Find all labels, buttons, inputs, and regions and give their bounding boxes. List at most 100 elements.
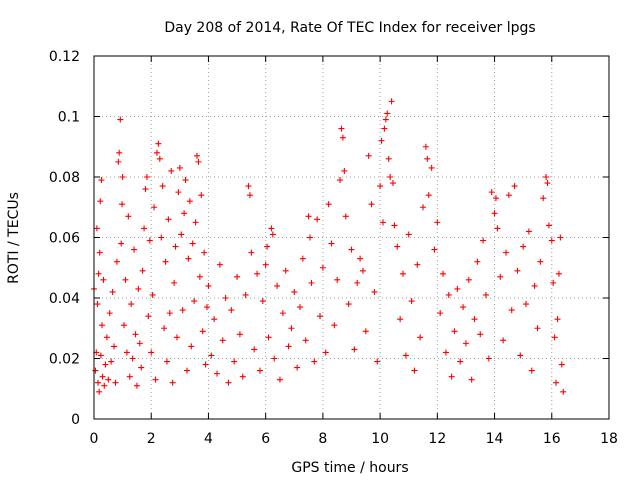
data-point <box>117 116 124 123</box>
data-point <box>378 137 385 144</box>
data-point <box>282 267 289 274</box>
y-tick-label: 0 <box>71 412 80 428</box>
data-point <box>325 201 332 208</box>
data-point <box>500 337 507 344</box>
data-point <box>159 183 166 190</box>
data-point <box>186 198 193 205</box>
data-point <box>105 376 112 383</box>
data-point <box>400 270 406 277</box>
data-point <box>259 298 266 305</box>
data-point <box>457 358 464 365</box>
data-point <box>97 198 104 205</box>
x-axis-label: GPS time / hours <box>291 460 408 476</box>
data-point <box>341 167 348 174</box>
data-point <box>175 189 182 196</box>
data-point <box>132 331 139 338</box>
data-point <box>122 276 129 283</box>
data-point <box>118 240 125 247</box>
x-tick-label: 2 <box>147 431 156 447</box>
data-point <box>337 177 344 184</box>
data-point <box>119 174 126 180</box>
data-point <box>94 301 101 308</box>
data-point <box>100 276 107 283</box>
data-point <box>93 225 100 232</box>
data-point <box>163 358 170 365</box>
data-point <box>442 349 449 356</box>
x-tick-label: 0 <box>90 431 99 447</box>
data-point <box>172 243 179 250</box>
data-point <box>517 352 524 359</box>
data-point <box>477 331 484 338</box>
data-point <box>179 307 186 314</box>
data-point <box>374 358 381 365</box>
x-tick-label: 10 <box>371 431 389 447</box>
data-point <box>194 152 200 159</box>
data-point <box>239 373 246 380</box>
y-axis-label: ROTI / TECUs <box>6 192 22 284</box>
data-point <box>531 282 538 289</box>
data-point <box>359 267 366 274</box>
data-point <box>297 304 303 311</box>
data-point <box>131 246 138 253</box>
data-point <box>116 149 123 156</box>
data-point <box>508 307 515 314</box>
data-point <box>520 243 527 250</box>
data-point <box>523 301 530 308</box>
data-point <box>153 149 160 156</box>
data-point <box>108 358 115 365</box>
data-point <box>291 288 298 295</box>
data-point <box>192 219 199 226</box>
y-tick-label: 0.08 <box>49 170 80 186</box>
data-point <box>317 313 324 320</box>
data-point <box>138 364 145 371</box>
data-point <box>182 177 189 184</box>
data-point <box>505 192 512 199</box>
data-point <box>145 313 152 320</box>
data-point <box>557 234 564 241</box>
data-point <box>202 361 209 368</box>
data-point <box>216 261 223 268</box>
data-point <box>528 367 535 374</box>
data-point <box>152 376 159 383</box>
data-point <box>178 231 185 238</box>
data-point <box>540 195 547 202</box>
data-point <box>334 276 341 283</box>
data-point <box>339 134 346 141</box>
data-point <box>128 301 135 308</box>
data-point <box>95 379 102 386</box>
data-point <box>173 334 180 341</box>
data-point <box>256 367 263 374</box>
data-point <box>384 110 391 117</box>
data-point <box>279 310 286 317</box>
x-tick-label: 8 <box>318 431 327 447</box>
data-point <box>271 355 278 362</box>
data-point <box>480 237 487 244</box>
data-point <box>465 276 472 283</box>
data-point <box>222 295 229 301</box>
data-point <box>319 264 326 271</box>
data-point <box>156 155 163 162</box>
data-point <box>414 261 421 268</box>
data-point <box>119 201 126 208</box>
data-point <box>342 213 349 220</box>
data-point <box>126 373 133 380</box>
data-point <box>308 279 315 286</box>
data-point <box>185 255 192 262</box>
data-point <box>168 167 175 174</box>
data-point <box>425 192 432 199</box>
data-point <box>381 125 388 132</box>
data-point <box>234 273 241 280</box>
data-point <box>146 237 153 244</box>
data-point <box>345 301 352 308</box>
data-point <box>123 349 130 356</box>
data-point <box>214 370 221 377</box>
data-point <box>454 285 461 292</box>
data-point <box>151 204 158 211</box>
data-point <box>181 210 188 217</box>
x-tick-label: 14 <box>486 431 504 447</box>
data-point <box>121 322 128 329</box>
data-point <box>411 367 418 374</box>
data-point <box>448 373 455 380</box>
data-point <box>199 328 206 335</box>
data-point <box>139 267 146 274</box>
